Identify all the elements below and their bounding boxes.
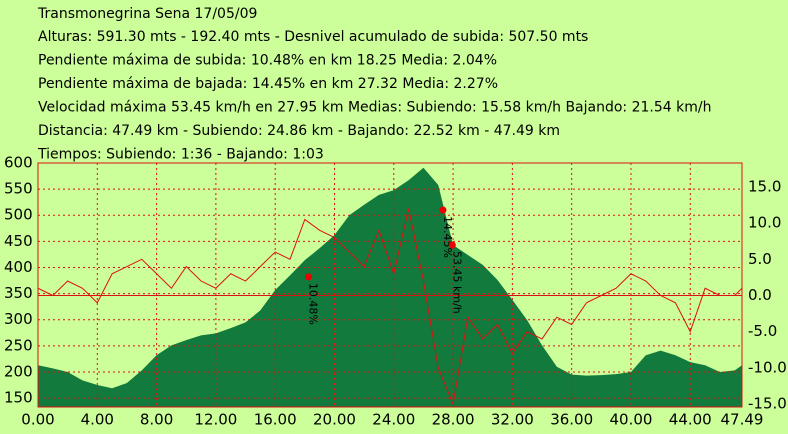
info-line: Velocidad máxima 53.45 km/h en 27.95 km … bbox=[38, 100, 711, 116]
y2-tick-label: -15.0 bbox=[748, 395, 787, 413]
y2-tick-label: 0.0 bbox=[748, 286, 772, 304]
x-tick-label: 47.49 bbox=[721, 411, 764, 429]
annotation-marker bbox=[439, 206, 447, 214]
y-tick-label: 550 bbox=[4, 180, 33, 198]
y2-tick-label: 15.0 bbox=[748, 177, 781, 195]
y2-tick-label: 10.0 bbox=[748, 214, 781, 232]
info-line: Tiempos: Subiendo: 1:36 - Bajando: 1:03 bbox=[37, 147, 324, 163]
x-tick-label: 40.00 bbox=[609, 411, 652, 429]
y-tick-label: 350 bbox=[4, 284, 33, 302]
y-tick-label: 300 bbox=[4, 310, 33, 328]
x-tick-label: 4.00 bbox=[81, 411, 114, 429]
annotation-marker bbox=[305, 273, 313, 281]
x-tick-label: 12.00 bbox=[194, 411, 237, 429]
x-tick-label: 44.00 bbox=[669, 411, 712, 429]
y-tick-label: 600 bbox=[4, 154, 33, 172]
elevation-area bbox=[38, 167, 742, 407]
info-line: Pendiente máxima de subida: 10.48% en km… bbox=[38, 53, 497, 69]
y2-tick-label: -10.0 bbox=[748, 358, 787, 376]
annotation-marker bbox=[448, 241, 456, 249]
plot-frame bbox=[37, 162, 743, 408]
y2-tick-label: 5.0 bbox=[748, 250, 772, 268]
x-tick-label: 24.00 bbox=[372, 411, 415, 429]
slope-line bbox=[37, 208, 743, 406]
y-tick-label: 450 bbox=[4, 232, 33, 250]
x-tick-label: 32.00 bbox=[491, 411, 534, 429]
x-tick-label: 0.00 bbox=[21, 411, 54, 429]
x-tick-label: 36.00 bbox=[550, 411, 593, 429]
info-line: Pendiente máxima de bajada: 14.45% en km… bbox=[38, 76, 498, 92]
y-tick-label: 500 bbox=[4, 206, 33, 224]
annotation-label: 10.48% bbox=[307, 283, 320, 325]
chart-title: Transmonegrina Sena 17/05/09 bbox=[37, 6, 257, 22]
y-tick-label: 400 bbox=[4, 258, 33, 276]
annotation-label: 53.45 km/h bbox=[450, 251, 463, 314]
info-line: Distancia: 47.49 km - Subiendo: 24.86 km… bbox=[38, 123, 560, 139]
x-tick-label: 16.00 bbox=[254, 411, 297, 429]
x-tick-label: 28.00 bbox=[432, 411, 475, 429]
y-tick-label: 150 bbox=[4, 389, 33, 407]
y-tick-label: 200 bbox=[4, 362, 33, 380]
y-tick-label: 250 bbox=[4, 336, 33, 354]
y2-tick-label: -5.0 bbox=[748, 322, 777, 340]
x-tick-label: 20.00 bbox=[313, 411, 356, 429]
x-tick-label: 8.00 bbox=[140, 411, 173, 429]
info-line: Alturas: 591.30 mts - 192.40 mts - Desni… bbox=[38, 29, 588, 45]
